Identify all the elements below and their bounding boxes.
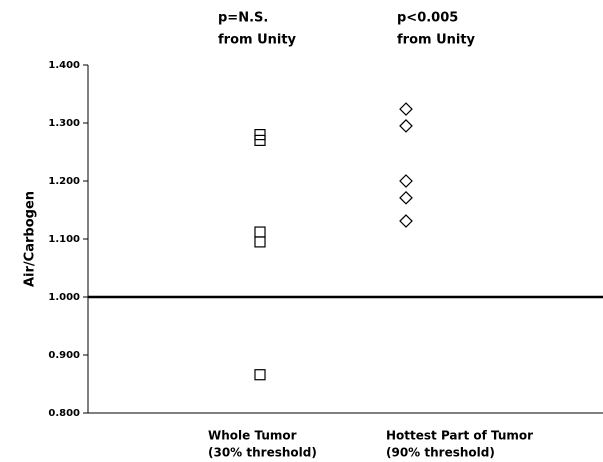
y-tick-label: 1.400: [48, 60, 80, 71]
x-tick-label: (30% threshold): [208, 446, 317, 460]
data-point: [399, 190, 413, 205]
x-tick-label: (90% threshold): [386, 446, 495, 460]
data-point: [254, 129, 266, 141]
annotation: p<0.005: [397, 11, 458, 26]
data-point: [254, 226, 266, 238]
data-point: [399, 119, 413, 133]
y-tick-label: 1.200: [48, 176, 80, 187]
annotation: from Unity: [218, 33, 297, 48]
data-point: [399, 102, 413, 116]
data-point: [254, 134, 266, 146]
x-tick-label: Hottest Part of Tumor: [386, 429, 533, 443]
data-point: [399, 174, 413, 188]
annotation: from Unity: [397, 33, 476, 48]
x-tick-label: Whole Tumor: [208, 429, 297, 443]
y-tick-label: 1.000: [48, 292, 80, 303]
y-tick-label: 0.900: [48, 350, 80, 361]
data-point: [254, 369, 266, 381]
y-tick-label: 1.300: [48, 118, 80, 129]
y-tick-label: 0.800: [48, 408, 80, 419]
y-axis-label: Air/Carbogen: [23, 191, 38, 287]
data-point: [254, 236, 266, 248]
annotation: p=N.S.: [218, 11, 268, 26]
y-tick-label: 1.100: [48, 234, 80, 245]
data-point: [399, 214, 413, 228]
